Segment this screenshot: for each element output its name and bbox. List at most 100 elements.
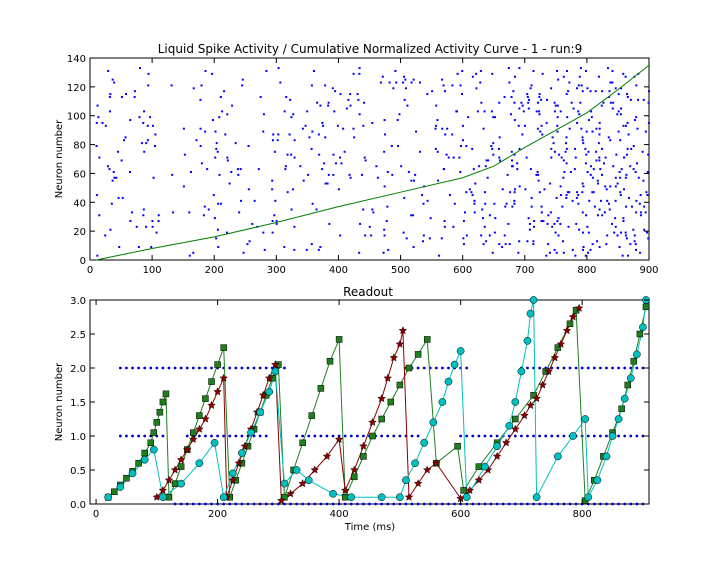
spike-dot (332, 153, 335, 156)
readout-dot (489, 434, 493, 438)
readout-marker-circle (602, 452, 611, 461)
readout-dot (191, 502, 195, 506)
readout-dot (605, 502, 608, 506)
spike-dot (349, 176, 352, 179)
spike-dot (108, 95, 111, 98)
spike-dot (626, 237, 629, 240)
readout-marker-square (369, 432, 376, 440)
spike-dot (562, 240, 565, 243)
spike-dot (551, 225, 554, 228)
x-tick-label: 700 (515, 265, 534, 276)
readout-dot (617, 366, 621, 370)
spike-dot (598, 156, 601, 159)
spike-dot (526, 240, 529, 243)
spike-dot (642, 98, 645, 101)
spike-dot (590, 110, 593, 113)
spike-dot (204, 69, 207, 72)
readout-marker-square (299, 439, 306, 447)
cumulative-activity-curve (96, 64, 650, 261)
spike-dot (518, 185, 521, 188)
spike-dot (451, 84, 454, 87)
spike-dot (523, 124, 526, 127)
spike-dot (216, 150, 219, 153)
spike-dot (488, 234, 491, 237)
spike-dot (310, 84, 313, 87)
spike-dot (621, 254, 624, 257)
spike-dot (277, 133, 280, 136)
readout-dot (483, 434, 487, 438)
readout-marker-circle (402, 476, 410, 485)
readout-marker-star (228, 475, 238, 484)
readout-dot (355, 502, 359, 506)
spike-dot (406, 104, 409, 107)
spike-dot (608, 208, 611, 211)
readout-marker-star (334, 434, 344, 444)
spike-dot (436, 150, 439, 153)
spike-dot (375, 165, 378, 168)
spike-dot (622, 72, 625, 75)
readout-marker-circle (517, 367, 526, 376)
spike-dot (315, 208, 318, 211)
spike-dot (317, 248, 320, 251)
readout-marker-star (404, 492, 414, 501)
spike-dot (624, 176, 627, 179)
spike-dot (218, 173, 221, 176)
spike-dot (528, 228, 531, 231)
readout-marker-star (501, 438, 511, 447)
spike-dot (624, 124, 627, 127)
spike-dot (562, 159, 565, 162)
spike-dot (436, 119, 439, 122)
spike-dot (508, 81, 511, 84)
readout-marker-star (195, 424, 204, 433)
spike-dot (404, 78, 407, 81)
spike-dot (213, 217, 216, 220)
readout-marker-circle (128, 469, 137, 478)
spike-dot (559, 185, 562, 188)
spike-dot (226, 156, 229, 159)
spike-dot (635, 116, 638, 119)
readout-marker-circle (210, 438, 219, 447)
y-tick-label: 80 (73, 141, 86, 152)
spike-dot (494, 116, 497, 119)
spike-dot (635, 199, 638, 202)
readout-dot (185, 502, 189, 506)
spike-dot (588, 199, 591, 202)
spike-dot (461, 69, 464, 72)
spike-dot (215, 142, 218, 145)
spike-dot (647, 237, 650, 240)
spike-dot (129, 170, 132, 173)
spike-dot (152, 176, 155, 179)
spike-dot (598, 246, 601, 249)
spike-dot (618, 246, 621, 249)
readout-dot (562, 434, 566, 438)
spike-dot (237, 173, 240, 176)
spike-dot (272, 133, 275, 136)
spike-dot (274, 199, 277, 202)
readout-marker-circle (195, 459, 204, 468)
readout-marker-star (322, 451, 332, 461)
spike-dot (498, 101, 501, 104)
spike-dot (115, 176, 118, 179)
spike-dot (484, 165, 487, 168)
spike-dot (285, 95, 288, 98)
spike-dot (637, 98, 640, 101)
spike-dot (488, 214, 491, 217)
spike-dot (576, 121, 579, 124)
readout-marker-square (202, 395, 209, 402)
spike-dot (443, 90, 446, 93)
y-tick-label: 120 (67, 83, 86, 94)
x-tick-label: 400 (329, 265, 348, 276)
spike-dot (396, 119, 399, 122)
spike-dot (242, 251, 245, 254)
spike-dot (509, 113, 512, 116)
spike-dot (532, 240, 535, 243)
spike-dot (555, 251, 558, 254)
spike-dot (647, 153, 650, 156)
readout-marker-square (150, 429, 158, 436)
spike-dot (273, 214, 276, 217)
readout-dot (416, 366, 420, 370)
readout-marker-circle (280, 479, 289, 488)
readout-marker-circle (420, 438, 429, 447)
spike-dot (347, 98, 350, 101)
readout-dot (441, 366, 444, 370)
